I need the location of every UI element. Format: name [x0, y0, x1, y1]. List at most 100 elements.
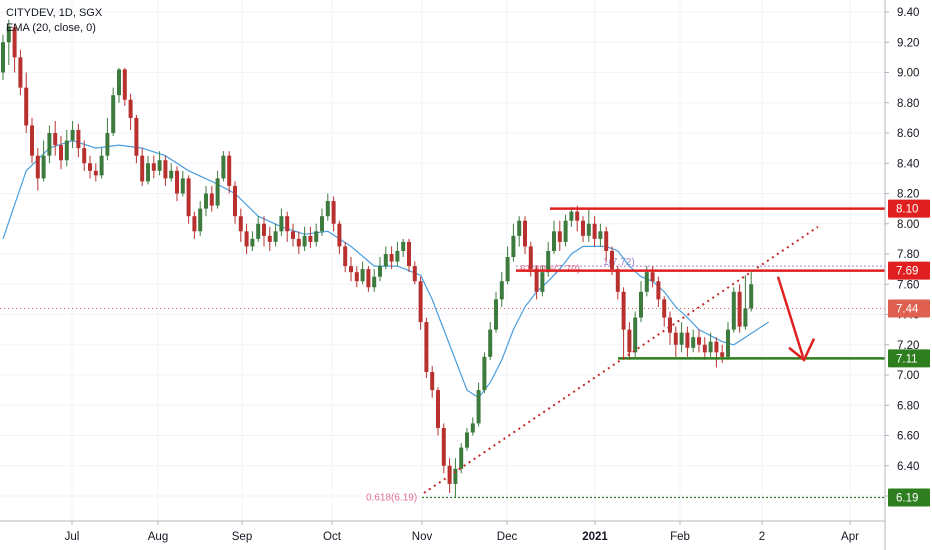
- candle: [308, 226, 313, 248]
- candle: [499, 272, 504, 307]
- candle-body: [436, 390, 440, 428]
- candle: [465, 427, 469, 451]
- candle: [592, 216, 597, 247]
- candle-body: [314, 231, 319, 242]
- candle: [401, 238, 406, 258]
- candle: [459, 443, 464, 474]
- candle: [180, 170, 185, 197]
- candle-body: [459, 447, 464, 469]
- candle-body: [59, 145, 63, 161]
- candle: [146, 155, 150, 185]
- time-tick-label: 2021: [582, 531, 608, 543]
- candle: [117, 67, 121, 103]
- candle-body: [668, 317, 672, 333]
- candle-body: [256, 223, 261, 239]
- candle: [157, 151, 162, 176]
- time-tick-label: Apr: [841, 531, 859, 543]
- candle: [204, 185, 208, 217]
- price-badge-target: 7.69: [896, 266, 918, 278]
- candle: [366, 266, 371, 292]
- candle-body: [552, 231, 556, 251]
- candle-body: [122, 69, 127, 100]
- candle-body: [291, 231, 295, 239]
- candle: [291, 223, 295, 247]
- candle: [441, 423, 446, 474]
- candle: [337, 220, 342, 254]
- candle-body: [557, 231, 562, 242]
- candle-body: [389, 254, 394, 262]
- candle-body: [702, 344, 707, 353]
- forecast-arrow-shaft: [776, 276, 805, 358]
- candle-body: [697, 337, 701, 345]
- candle-body: [209, 193, 214, 206]
- candle: [12, 24, 17, 73]
- candle: [1, 34, 5, 81]
- candle: [372, 269, 377, 292]
- candle-body: [337, 223, 342, 247]
- time-tick-label: Sep: [232, 531, 252, 543]
- candle: [105, 117, 110, 161]
- candle: [134, 114, 139, 164]
- candle: [430, 365, 435, 398]
- chart-legend: CITYDEV, 1D, SGX EMA (20, close, 0): [6, 6, 102, 36]
- candle: [175, 166, 179, 202]
- candle: [407, 238, 411, 273]
- candle: [598, 223, 603, 247]
- candle: [64, 129, 69, 167]
- candle: [604, 226, 609, 262]
- candle-body: [476, 390, 481, 424]
- candle-body: [215, 178, 220, 206]
- price-badge-fib-low-bg: [888, 488, 930, 507]
- candle-body: [528, 246, 533, 270]
- candle: [633, 311, 638, 357]
- candle: [453, 458, 458, 498]
- candle: [470, 417, 475, 436]
- candle: [662, 296, 667, 327]
- candle-body: [24, 87, 29, 126]
- candle: [731, 287, 736, 333]
- candle: [511, 223, 516, 262]
- time-axis[interactable]: Jul Aug Sep Oct Nov Dec 2021 Feb 2 Apr: [0, 520, 885, 543]
- candle-body: [366, 269, 371, 288]
- candle: [76, 123, 81, 158]
- candle: [517, 216, 522, 247]
- candle-body: [99, 155, 104, 176]
- candle-body: [453, 468, 458, 484]
- drawings: [423, 207, 885, 494]
- candle: [169, 163, 174, 182]
- candle-body: [105, 133, 110, 156]
- candle: [412, 261, 417, 285]
- candle: [111, 87, 116, 137]
- candle-body: [523, 220, 527, 247]
- candle: [343, 241, 348, 273]
- candle: [279, 208, 284, 236]
- price-tick-label: 7.00: [897, 370, 919, 382]
- price-badge-target-bg: [888, 261, 930, 280]
- candle-body: [407, 241, 411, 267]
- candle-body: [273, 231, 278, 242]
- price-badge-current: 7.44: [896, 303, 919, 315]
- candle-body: [279, 216, 284, 232]
- price-tick-label: 7.20: [897, 340, 919, 352]
- candle-body: [41, 155, 46, 179]
- candle-body: [639, 291, 643, 318]
- candle-body: [12, 27, 17, 58]
- candle-body: [354, 272, 359, 282]
- candle-body: [372, 276, 377, 288]
- candle: [389, 246, 394, 270]
- indicator-label[interactable]: EMA (20, close, 0): [6, 22, 96, 34]
- price-tick-label: 8.20: [897, 189, 919, 201]
- candle: [53, 120, 58, 156]
- symbol-label[interactable]: CITYDEV, 1D, SGX: [6, 7, 103, 19]
- candle-body: [383, 254, 388, 267]
- fib-low-label: 0.618(6.19): [366, 493, 417, 504]
- candle-body: [169, 170, 174, 179]
- candle: [691, 329, 696, 353]
- candle: [256, 216, 261, 242]
- candle: [227, 151, 232, 194]
- candle: [70, 120, 75, 149]
- candle: [122, 67, 127, 106]
- candle-body: [581, 220, 585, 236]
- candle: [581, 216, 585, 242]
